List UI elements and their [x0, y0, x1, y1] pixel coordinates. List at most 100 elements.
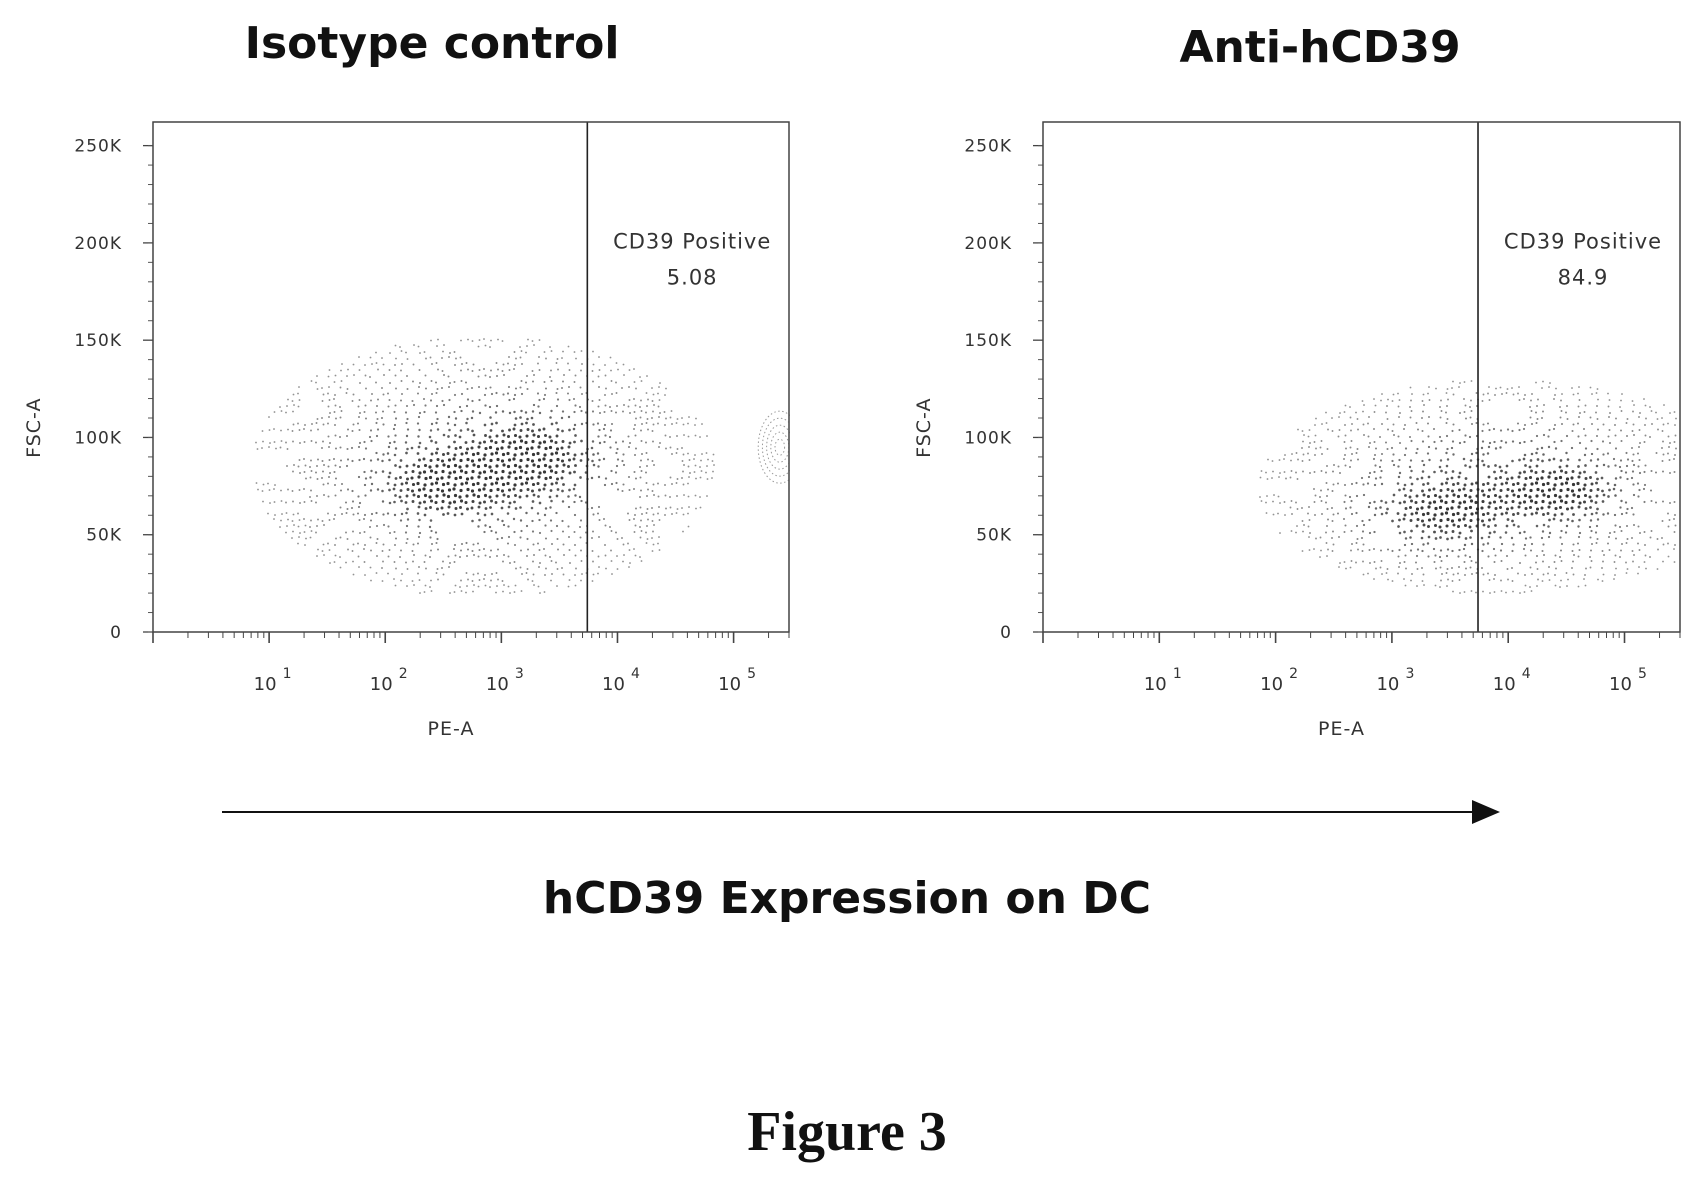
contour-dot	[1577, 535, 1581, 539]
contour-dot	[1522, 547, 1526, 551]
contour-dot	[375, 542, 378, 544]
contour-dot	[536, 451, 540, 456]
contour-dot	[364, 404, 367, 407]
contour-dot	[652, 440, 654, 443]
contour-dot	[563, 554, 565, 556]
contour-dot	[394, 417, 398, 420]
contour-dot	[1667, 452, 1669, 455]
contour-dot	[1342, 457, 1346, 461]
contour-dot	[1626, 568, 1629, 570]
contour-dot	[489, 386, 492, 389]
contour-dot	[514, 417, 518, 420]
contour-dot	[424, 387, 428, 390]
contour-dot	[351, 489, 354, 493]
contour-dot	[1500, 469, 1503, 473]
contour-dot	[1500, 512, 1504, 516]
contour-dot	[538, 411, 542, 415]
x-tick-label: 10	[718, 674, 741, 695]
contour-dot	[339, 459, 343, 462]
contour-dot	[370, 512, 374, 516]
contour-dot	[1663, 404, 1665, 406]
contour-dot	[1638, 549, 1641, 551]
contour-dot	[1470, 590, 1473, 592]
contour-dot	[381, 500, 385, 503]
x-tick-exponent: 4	[1522, 666, 1531, 682]
contour-dot	[1277, 495, 1280, 498]
contour-dot	[1571, 429, 1574, 433]
contour-dot	[419, 352, 421, 354]
contour-dot	[556, 387, 559, 391]
contour-dot	[489, 488, 493, 493]
contour-dot	[446, 464, 451, 469]
contour-dot	[1584, 507, 1588, 510]
contour-dot	[405, 421, 408, 425]
contour-dot	[327, 465, 330, 468]
contour-dot	[1570, 476, 1574, 480]
contour-dot	[334, 394, 336, 396]
contour-dot	[1656, 568, 1659, 570]
contour-dot	[664, 434, 667, 437]
contour-dot	[688, 416, 690, 418]
contour-dot	[549, 346, 551, 348]
contour-dot	[639, 556, 641, 558]
contour-dot	[401, 363, 403, 365]
contour-dot	[1607, 392, 1609, 395]
contour-dot	[478, 518, 481, 522]
contour-dot	[1619, 556, 1621, 558]
contour-dot	[464, 500, 468, 505]
contour-dot	[633, 470, 636, 474]
contour-dot	[1620, 549, 1622, 552]
contour-dot	[461, 363, 463, 365]
contour-dot	[413, 344, 415, 346]
contour-dot	[1631, 459, 1634, 463]
contour-dot	[538, 566, 540, 568]
contour-dot	[482, 470, 487, 474]
contour-dot	[333, 470, 336, 474]
contour-dot	[1457, 475, 1461, 479]
contour-dot	[1507, 578, 1509, 581]
contour-dot	[1447, 398, 1449, 401]
contour-dot	[477, 555, 480, 558]
contour-dot	[489, 458, 493, 463]
contour-dot	[465, 421, 468, 425]
contour-dot	[622, 483, 625, 486]
contour-dot	[1404, 507, 1408, 510]
contour-dot	[405, 541, 408, 545]
contour-dot	[512, 487, 516, 491]
contour-dot	[262, 500, 264, 503]
contour-dot	[508, 471, 512, 475]
contour-dot	[1360, 536, 1364, 540]
contour-dot	[1410, 399, 1412, 402]
contour-dot	[443, 374, 445, 376]
contour-dot	[484, 374, 487, 377]
contour-dot	[1548, 531, 1552, 535]
contour-dot	[465, 464, 469, 468]
contour-dot	[1669, 442, 1671, 444]
contour-dot	[555, 447, 560, 451]
contour-dot	[327, 495, 330, 498]
contour-dot	[1450, 476, 1454, 480]
contour-dot	[621, 489, 624, 493]
contour-dot	[1553, 561, 1556, 563]
contour-dot	[627, 445, 631, 449]
contour-dot	[634, 514, 636, 516]
contour-dot	[363, 513, 367, 517]
contour-dot	[1379, 459, 1383, 462]
contour-dot	[568, 471, 572, 475]
contour-dot	[1367, 422, 1369, 425]
contour-dot	[1421, 489, 1424, 493]
contour-dot	[1542, 560, 1544, 563]
contour-dot	[345, 434, 349, 438]
contour-dot	[395, 387, 397, 390]
contour-dot	[363, 548, 365, 550]
contour-dot	[518, 495, 522, 499]
contour-dot	[634, 424, 636, 426]
contour-dot	[513, 561, 516, 563]
contour-dot	[1668, 446, 1670, 448]
contour-dot	[1535, 451, 1538, 455]
contour-dot	[1402, 517, 1406, 521]
contour-dot	[1373, 500, 1376, 504]
contour-dot	[452, 487, 456, 491]
contour-dot	[543, 453, 547, 457]
contour-dot	[1380, 512, 1384, 516]
